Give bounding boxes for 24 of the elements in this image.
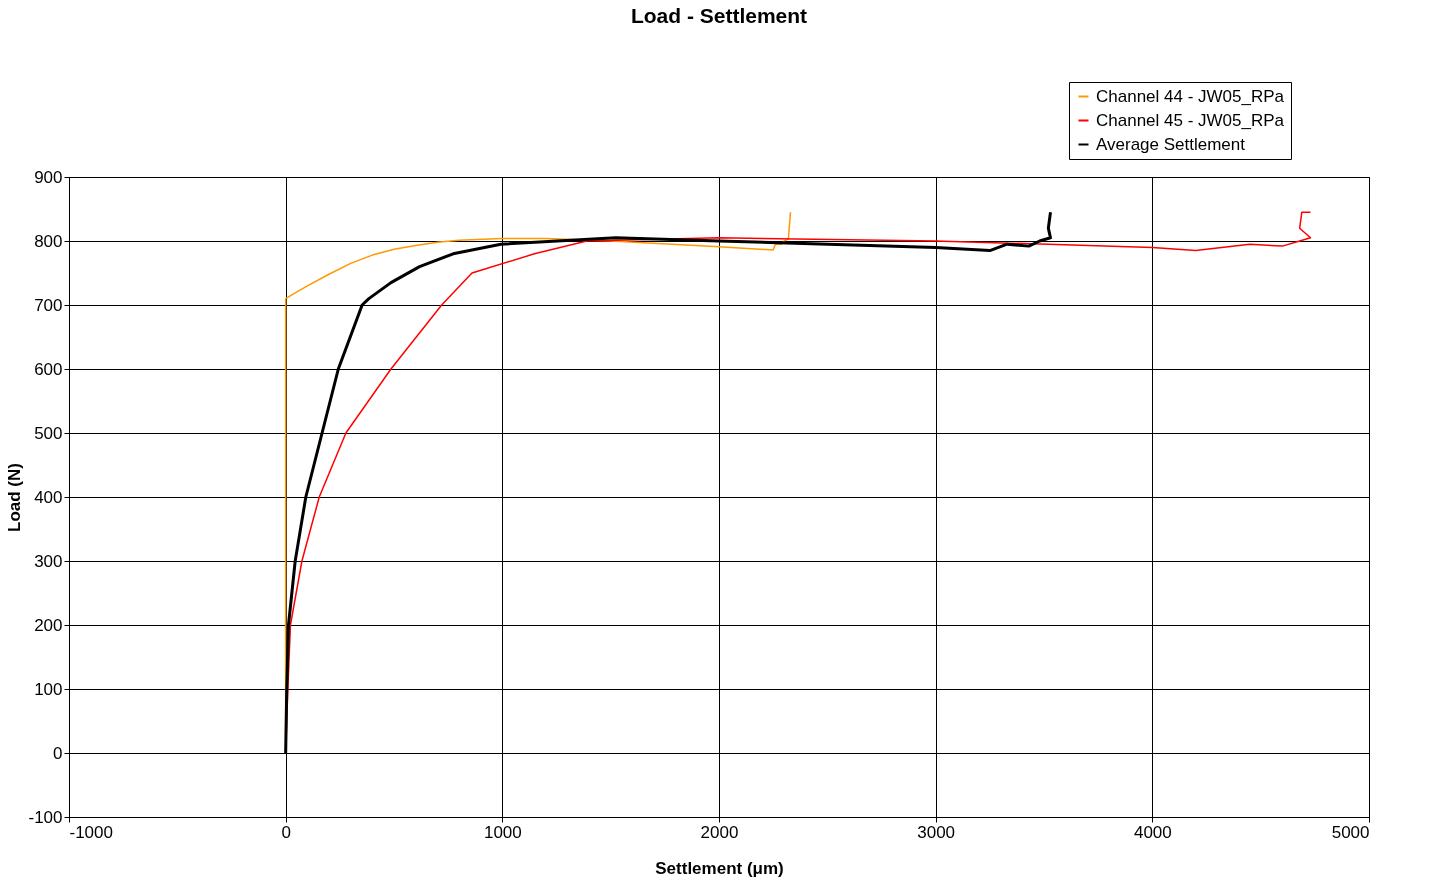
y-tick-label: 0: [53, 743, 63, 763]
chart-title: Load - Settlement: [630, 3, 808, 27]
y-tick-label: -100: [28, 807, 63, 827]
y-tick-label: 700: [34, 295, 63, 315]
legend-label: Channel 45 - JW05_RPa: [1096, 110, 1285, 130]
legend-label: Average Settlement: [1096, 134, 1246, 154]
y-axis-title: Load (N): [5, 463, 25, 532]
y-tick-label: 600: [34, 359, 63, 379]
legend-label: Channel 44 - JW05_RPa: [1096, 86, 1285, 106]
x-tick-label: 1000: [483, 822, 522, 842]
y-tick-label: 300: [34, 551, 63, 571]
y-tick-label: 100: [34, 679, 63, 699]
y-tick-label: 500: [34, 423, 63, 443]
y-tick-label: 900: [34, 167, 63, 187]
y-tick-label: 400: [34, 487, 63, 507]
y-tick-label: 800: [34, 231, 63, 251]
x-axis-title: Settlement (μm): [655, 858, 784, 878]
x-tick-label: 4000: [1133, 822, 1172, 842]
y-tick-label: 200: [34, 615, 63, 635]
x-tick-label: -1000: [69, 822, 113, 842]
x-tick-label: 5000: [1331, 822, 1370, 842]
x-tick-label: 0: [281, 822, 291, 842]
x-tick-label: 3000: [917, 822, 956, 842]
x-tick-label: 2000: [700, 822, 739, 842]
